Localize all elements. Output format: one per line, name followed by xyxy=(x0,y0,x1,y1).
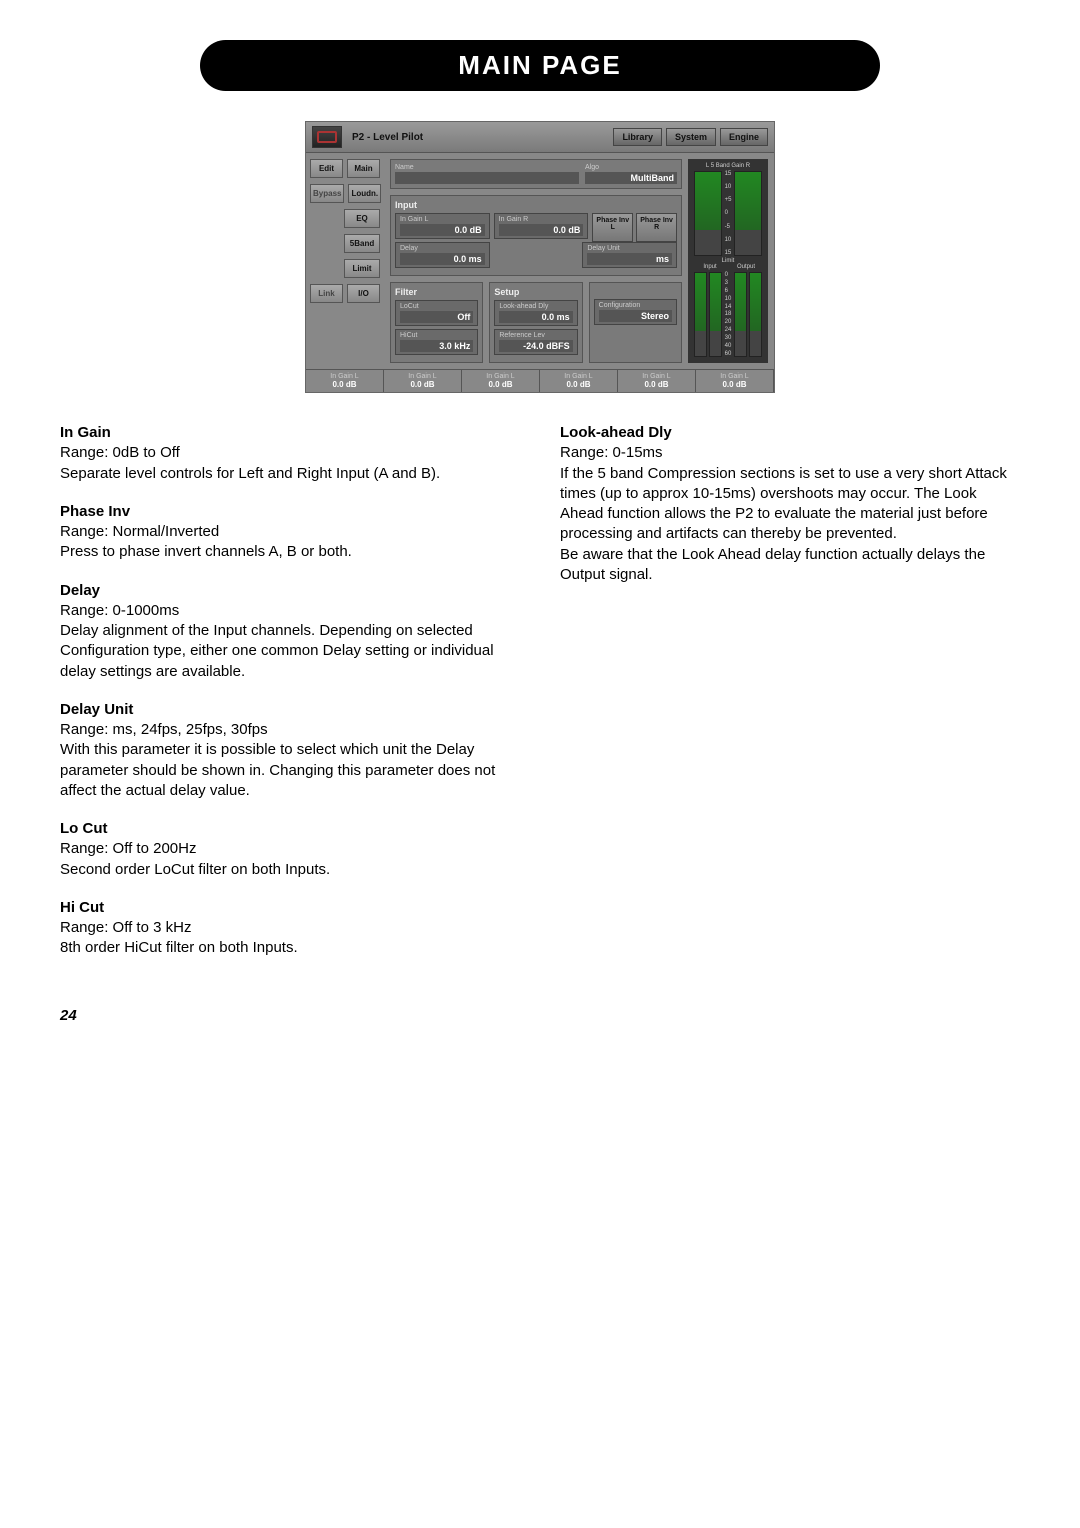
param-title: Delay Unit xyxy=(60,700,520,720)
meter-bar xyxy=(709,272,722,357)
meter-bar xyxy=(734,272,747,357)
meter-scale-io: 0361014182024304060 xyxy=(724,272,733,357)
page-title: MAIN PAGE xyxy=(200,40,880,91)
reflev-label: Reference Lev xyxy=(499,332,572,339)
io-tab[interactable]: I/O xyxy=(347,284,380,303)
bottom-cell: In Gain L0.0 dB xyxy=(384,370,462,392)
param-line: Range: 0-1000ms xyxy=(60,601,520,621)
param-title: Phase Inv xyxy=(60,502,520,522)
link-tab[interactable]: Link xyxy=(310,284,343,303)
5band-tab[interactable]: 5Band xyxy=(344,234,380,253)
param-block: Hi CutRange: Off to 3 kHz8th order HiCut… xyxy=(60,898,520,959)
hicut-label: HiCut xyxy=(400,332,473,339)
input-panel-title: Input xyxy=(395,200,677,210)
meter-bar xyxy=(694,272,707,357)
in-gain-r-label: In Gain R xyxy=(499,216,584,223)
bottom-cell: In Gain L0.0 dB xyxy=(540,370,618,392)
param-block: Delay UnitRange: ms, 24fps, 25fps, 30fps… xyxy=(60,700,520,801)
param-title: Lo Cut xyxy=(60,819,520,839)
algo-value: MultiBand xyxy=(585,172,677,184)
meter-bar xyxy=(749,272,762,357)
bottom-cell: In Gain L0.0 dB xyxy=(306,370,384,392)
name-field[interactable] xyxy=(395,172,579,184)
bypass-tab[interactable]: Bypass xyxy=(310,184,344,203)
meter-bar xyxy=(734,171,762,256)
param-title: Look-ahead Dly xyxy=(560,423,1020,443)
param-block: Phase InvRange: Normal/InvertedPress to … xyxy=(60,502,520,563)
param-title: In Gain xyxy=(60,423,520,443)
bottom-bar: In Gain L0.0 dBIn Gain L0.0 dBIn Gain L0… xyxy=(306,369,774,392)
delay-value[interactable]: 0.0 ms xyxy=(400,253,485,265)
param-line: Range: Off to 200Hz xyxy=(60,839,520,859)
page-number: 24 xyxy=(60,1007,1020,1024)
param-line: Range: Normal/Inverted xyxy=(60,522,520,542)
param-title: Hi Cut xyxy=(60,898,520,918)
main-tab[interactable]: Main xyxy=(347,159,380,178)
reflev-value[interactable]: -24.0 dBFS xyxy=(499,340,572,352)
in-gain-l-label: In Gain L xyxy=(400,216,485,223)
meter-bar xyxy=(694,171,722,256)
left-text-column: In GainRange: 0dB to OffSeparate level c… xyxy=(60,423,520,977)
param-line: Range: 0-15ms xyxy=(560,443,1020,463)
param-line: Range: 0dB to Off xyxy=(60,443,520,463)
param-line: If the 5 band Compression sections is se… xyxy=(560,464,1020,545)
config-value[interactable]: Stereo xyxy=(599,310,672,322)
limit-tab[interactable]: Limit xyxy=(344,259,380,278)
setup-panel-title: Setup xyxy=(494,287,577,297)
param-block: Look-ahead DlyRange: 0-15msIf the 5 band… xyxy=(560,423,1020,585)
lookahead-value[interactable]: 0.0 ms xyxy=(499,311,572,323)
param-line: Range: ms, 24fps, 25fps, 30fps xyxy=(60,720,520,740)
meter-section: L 5 Band Gain R 1510+50-51015 Limit Inpu… xyxy=(688,159,768,363)
eq-tab[interactable]: EQ xyxy=(344,209,380,228)
phase-inv-l-button[interactable]: Phase Inv L xyxy=(592,213,633,242)
edit-tab[interactable]: Edit xyxy=(310,159,343,178)
plugin-logo xyxy=(312,126,342,148)
plugin-title: P2 - Level Pilot xyxy=(352,132,609,143)
param-block: In GainRange: 0dB to OffSeparate level c… xyxy=(60,423,520,484)
plugin-screenshot: P2 - Level Pilot Library System Engine E… xyxy=(305,121,775,393)
loudn-tab[interactable]: Loudn. xyxy=(348,184,381,203)
locut-label: LoCut xyxy=(400,303,473,310)
param-block: Lo CutRange: Off to 200HzSecond order Lo… xyxy=(60,819,520,880)
meter-scale-gain: 1510+50-51015 xyxy=(724,171,733,256)
param-line: 8th order HiCut filter on both Inputs. xyxy=(60,938,520,958)
config-label: Configuration xyxy=(599,302,672,309)
locut-value[interactable]: Off xyxy=(400,311,473,323)
param-line: Delay alignment of the Input channels. D… xyxy=(60,621,520,682)
hicut-value[interactable]: 3.0 kHz xyxy=(400,340,473,352)
param-block: DelayRange: 0-1000msDelay alignment of t… xyxy=(60,581,520,682)
delay-label: Delay xyxy=(400,245,485,252)
filter-panel-title: Filter xyxy=(395,287,478,297)
param-line: Be aware that the Look Ahead delay funct… xyxy=(560,545,1020,586)
param-line: Range: Off to 3 kHz xyxy=(60,918,520,938)
algo-label: Algo xyxy=(585,164,677,171)
bottom-cell: In Gain L0.0 dB xyxy=(462,370,540,392)
name-label: Name xyxy=(395,164,579,171)
param-title: Delay xyxy=(60,581,520,601)
delay-unit-label: Delay Unit xyxy=(587,245,672,252)
phase-inv-r-button[interactable]: Phase Inv R xyxy=(636,213,677,242)
param-line: Separate level controls for Left and Rig… xyxy=(60,464,520,484)
param-line: With this parameter it is possible to se… xyxy=(60,740,520,801)
param-line: Second order LoCut filter on both Inputs… xyxy=(60,860,520,880)
left-tabs: Edit Main Bypass Loudn. EQ 5Band Li xyxy=(306,153,384,369)
param-line: Press to phase invert channels A, B or b… xyxy=(60,542,520,562)
bottom-cell: In Gain L0.0 dB xyxy=(618,370,696,392)
library-button[interactable]: Library xyxy=(613,128,662,146)
in-gain-l-value[interactable]: 0.0 dB xyxy=(400,224,485,236)
engine-button[interactable]: Engine xyxy=(720,128,768,146)
bottom-cell: In Gain L0.0 dB xyxy=(696,370,774,392)
right-text-column: Look-ahead DlyRange: 0-15msIf the 5 band… xyxy=(560,423,1020,977)
in-gain-r-value[interactable]: 0.0 dB xyxy=(499,224,584,236)
delay-unit-value[interactable]: ms xyxy=(587,253,672,265)
system-button[interactable]: System xyxy=(666,128,716,146)
lookahead-label: Look-ahead Dly xyxy=(499,303,572,310)
